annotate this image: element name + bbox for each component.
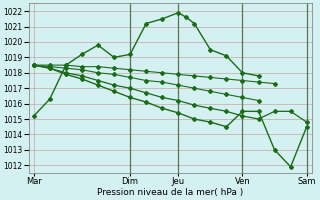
X-axis label: Pression niveau de la mer( hPa ): Pression niveau de la mer( hPa ) <box>97 188 244 197</box>
